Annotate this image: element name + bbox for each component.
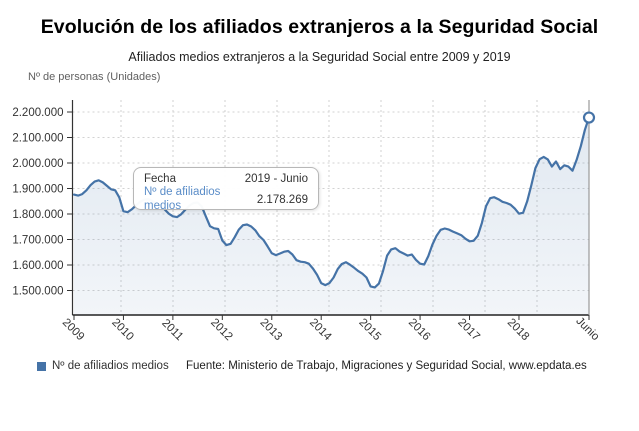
svg-text:Junio: Junio bbox=[573, 315, 601, 343]
svg-text:2018: 2018 bbox=[505, 317, 532, 344]
legend-series-label: Nº de afiliadios medios bbox=[52, 360, 169, 372]
svg-text:2013: 2013 bbox=[258, 317, 285, 344]
legend-item[interactable]: Nº de afiliadios medios bbox=[37, 360, 169, 372]
svg-text:2.100.000: 2.100.000 bbox=[12, 133, 63, 145]
svg-text:2.000.000: 2.000.000 bbox=[12, 158, 63, 170]
x-gridlines bbox=[120, 100, 538, 315]
x-axis-labels: 2009 2010 2011 2012 2013 2014 2015 2016 2017 2018… bbox=[60, 315, 601, 344]
svg-text:2011: 2011 bbox=[159, 317, 185, 343]
svg-text:1.600.000: 1.600.000 bbox=[12, 260, 63, 272]
tooltip-date-label: Fecha bbox=[144, 173, 176, 185]
tooltip-series-label: Nº de afiliadios medios bbox=[144, 186, 221, 212]
svg-text:2010: 2010 bbox=[109, 317, 136, 344]
y-axis-title: Nº de personas (Unidades) bbox=[28, 71, 161, 83]
svg-text:2012: 2012 bbox=[208, 317, 235, 344]
svg-text:1.800.000: 1.800.000 bbox=[12, 209, 63, 221]
svg-text:2.200.000: 2.200.000 bbox=[12, 107, 63, 119]
svg-text:2016: 2016 bbox=[406, 317, 433, 344]
area-fill bbox=[74, 117, 589, 315]
svg-text:1.500.000: 1.500.000 bbox=[12, 286, 63, 298]
svg-text:1.700.000: 1.700.000 bbox=[12, 235, 63, 247]
svg-text:2015: 2015 bbox=[356, 317, 383, 344]
source-text: Fuente: Ministerio de Trabajo, Migracion… bbox=[186, 360, 587, 372]
svg-text:1.900.000: 1.900.000 bbox=[12, 184, 63, 196]
svg-text:2017: 2017 bbox=[455, 317, 482, 344]
svg-text:2009: 2009 bbox=[60, 317, 87, 344]
tooltip-series-value: 2.178.269 bbox=[256, 193, 308, 206]
tooltip-date-value: 2019 - Junio bbox=[244, 173, 308, 185]
legend-series-marker-icon bbox=[37, 361, 46, 371]
page-title: Evolución de los afiliados extranjeros a… bbox=[40, 16, 599, 38]
chart-subtitle: Afiliados medios extranjeros a la Seguri… bbox=[128, 50, 511, 64]
last-point-marker[interactable] bbox=[582, 111, 596, 124]
axes bbox=[71, 100, 590, 316]
svg-text:2014: 2014 bbox=[307, 317, 334, 344]
tooltip: Fecha 2019 - Junio Nº de afiliadios medi… bbox=[133, 167, 319, 212]
